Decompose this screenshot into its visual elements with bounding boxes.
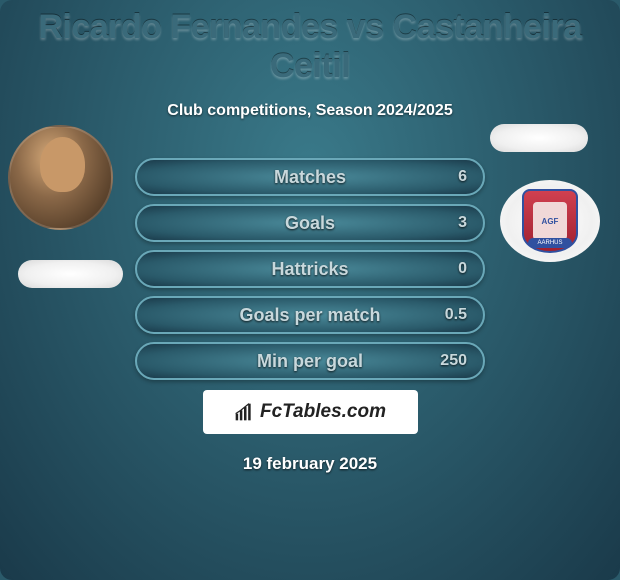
stat-value: 0 [458,260,467,278]
player-a-avatar [8,125,113,230]
crest-text: AGF [533,202,567,240]
date-text: 19 february 2025 [0,454,620,474]
chart-icon [234,402,254,422]
stat-value: 250 [440,352,467,370]
stat-bar-goals-per-match: Goals per match 0.5 [135,296,485,334]
stat-bar-min-per-goal: Min per goal 250 [135,342,485,380]
player-b-flag-pill [490,124,588,152]
player-a-flag-pill [18,260,123,288]
club-crest: AGF AARHUS [522,189,578,253]
stat-bar-hattricks: Hattricks 0 [135,250,485,288]
stat-bar-goals: Goals 3 [135,204,485,242]
stat-value: 0.5 [445,306,467,324]
stat-label: Goals [285,213,335,234]
brand-text: FcTables.com [260,401,386,423]
subtitle: Club competitions, Season 2024/2025 [0,102,620,120]
page-title: Ricardo Fernandes vs Castanheira Ceitil [0,0,620,86]
stat-row: Goals per match 0.5 [0,296,620,334]
stat-row: Min per goal 250 [0,342,620,380]
player-a-name: Ricardo Fernandes [38,8,337,46]
crest-banner: AARHUS [528,238,572,248]
stat-value: 6 [458,168,467,186]
stat-bar-matches: Matches 6 [135,158,485,196]
stat-label: Min per goal [257,351,363,372]
brand-badge: FcTables.com [203,390,418,434]
stat-label: Matches [274,167,346,188]
stat-label: Hattricks [271,259,348,280]
stat-value: 3 [458,214,467,232]
player-b-club-badge: AGF AARHUS [500,180,600,262]
stat-label: Goals per match [239,305,380,326]
comparison-card: Ricardo Fernandes vs Castanheira Ceitil … [0,0,620,580]
title-vs: vs [347,8,384,46]
